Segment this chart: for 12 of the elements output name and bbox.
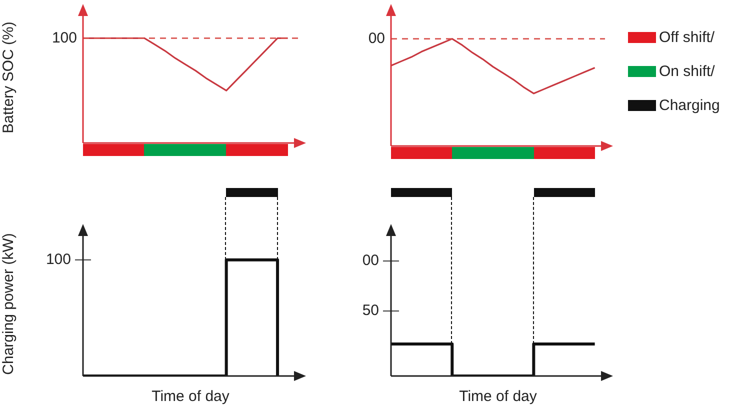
text: 00	[362, 252, 379, 270]
text: 50	[362, 302, 379, 320]
text: 100	[46, 251, 71, 268]
x-axis-title: Time of day	[459, 388, 538, 406]
y-axis-title: Battery SOC (%)	[0, 22, 18, 134]
text: On shift/	[659, 62, 715, 80]
text: Charging	[659, 96, 720, 114]
text: 00	[368, 30, 385, 47]
text: Off shift/	[659, 28, 715, 46]
y-axis-title: Charging power (kW)	[0, 233, 18, 375]
x-axis-title: Time of day	[152, 388, 230, 406]
text: 100	[52, 29, 77, 46]
